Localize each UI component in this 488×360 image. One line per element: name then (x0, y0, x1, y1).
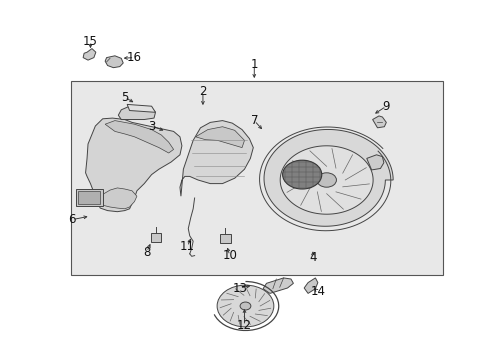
Polygon shape (95, 188, 137, 209)
Text: 15: 15 (83, 35, 98, 48)
Text: 5: 5 (121, 91, 128, 104)
Polygon shape (127, 104, 155, 112)
Text: 13: 13 (232, 282, 246, 294)
Bar (220, 234, 230, 243)
Bar (71, 81, 442, 275)
Polygon shape (280, 146, 372, 214)
Bar (76, 189, 102, 206)
Text: 10: 10 (222, 249, 237, 262)
Polygon shape (85, 118, 182, 212)
Text: 4: 4 (308, 251, 316, 264)
Text: 7: 7 (250, 114, 258, 127)
Ellipse shape (282, 160, 321, 189)
Polygon shape (366, 155, 383, 170)
Text: 6: 6 (68, 213, 76, 226)
Text: 8: 8 (142, 246, 150, 258)
Ellipse shape (217, 285, 273, 327)
Bar (150, 233, 161, 242)
Ellipse shape (316, 173, 336, 187)
Polygon shape (304, 278, 317, 293)
Polygon shape (263, 278, 293, 293)
Text: 14: 14 (310, 285, 325, 298)
Polygon shape (180, 121, 253, 196)
Polygon shape (83, 49, 96, 60)
Text: 1: 1 (250, 58, 258, 71)
Text: 2: 2 (199, 85, 206, 98)
Text: 9: 9 (382, 100, 389, 113)
Polygon shape (372, 116, 386, 128)
Polygon shape (105, 56, 123, 68)
Text: 11: 11 (180, 240, 194, 253)
Ellipse shape (240, 302, 250, 310)
Polygon shape (195, 127, 244, 148)
Text: 16: 16 (127, 51, 142, 64)
Polygon shape (105, 121, 173, 153)
Polygon shape (118, 106, 155, 120)
Polygon shape (264, 130, 392, 226)
Text: 3: 3 (147, 120, 155, 132)
Text: 12: 12 (237, 319, 251, 332)
Bar (78, 191, 100, 204)
